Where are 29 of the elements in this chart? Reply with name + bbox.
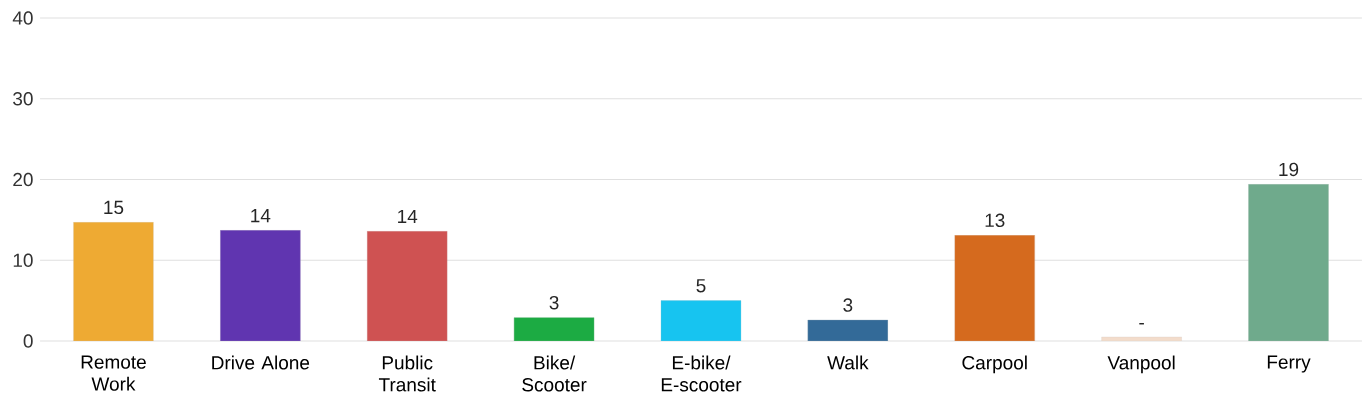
x-tick-label: Ferry [1267,355,1311,373]
bar [1101,336,1182,341]
x-tick-label: E-bike/ E-scooter [661,355,742,392]
x-tick-label: Carpool [962,355,1027,374]
data-label: 3 [843,298,853,312]
data-label: 5 [696,279,706,293]
y-tick-label: 20 [13,172,33,187]
x-tick-label: Walk [827,355,869,370]
x-tick-label: Drive Alone [212,355,310,370]
data-label: 14 [251,209,271,223]
y-tick-label: 0 [23,334,33,348]
data-label: 15 [104,200,124,215]
data-label: - [1139,322,1144,325]
data-label: 3 [549,295,559,310]
bar [367,230,448,341]
data-label: 19 [1279,162,1299,177]
bar [660,300,742,341]
bar [807,319,889,341]
x-tick-label: Bike/ Scooter [522,355,587,392]
bar [220,230,301,341]
y-tick-label: 30 [13,92,33,106]
x-tick-label: Remote Work [81,355,146,391]
data-label: 13 [985,213,1005,228]
x-tick-label: Vanpool [1107,355,1175,374]
y-tick-label: 10 [13,253,33,267]
bar [1248,184,1329,341]
y-tick-label: 40 [12,11,33,25]
x-tick-label: Public Transit [378,355,436,392]
data-label: 14 [398,209,418,223]
